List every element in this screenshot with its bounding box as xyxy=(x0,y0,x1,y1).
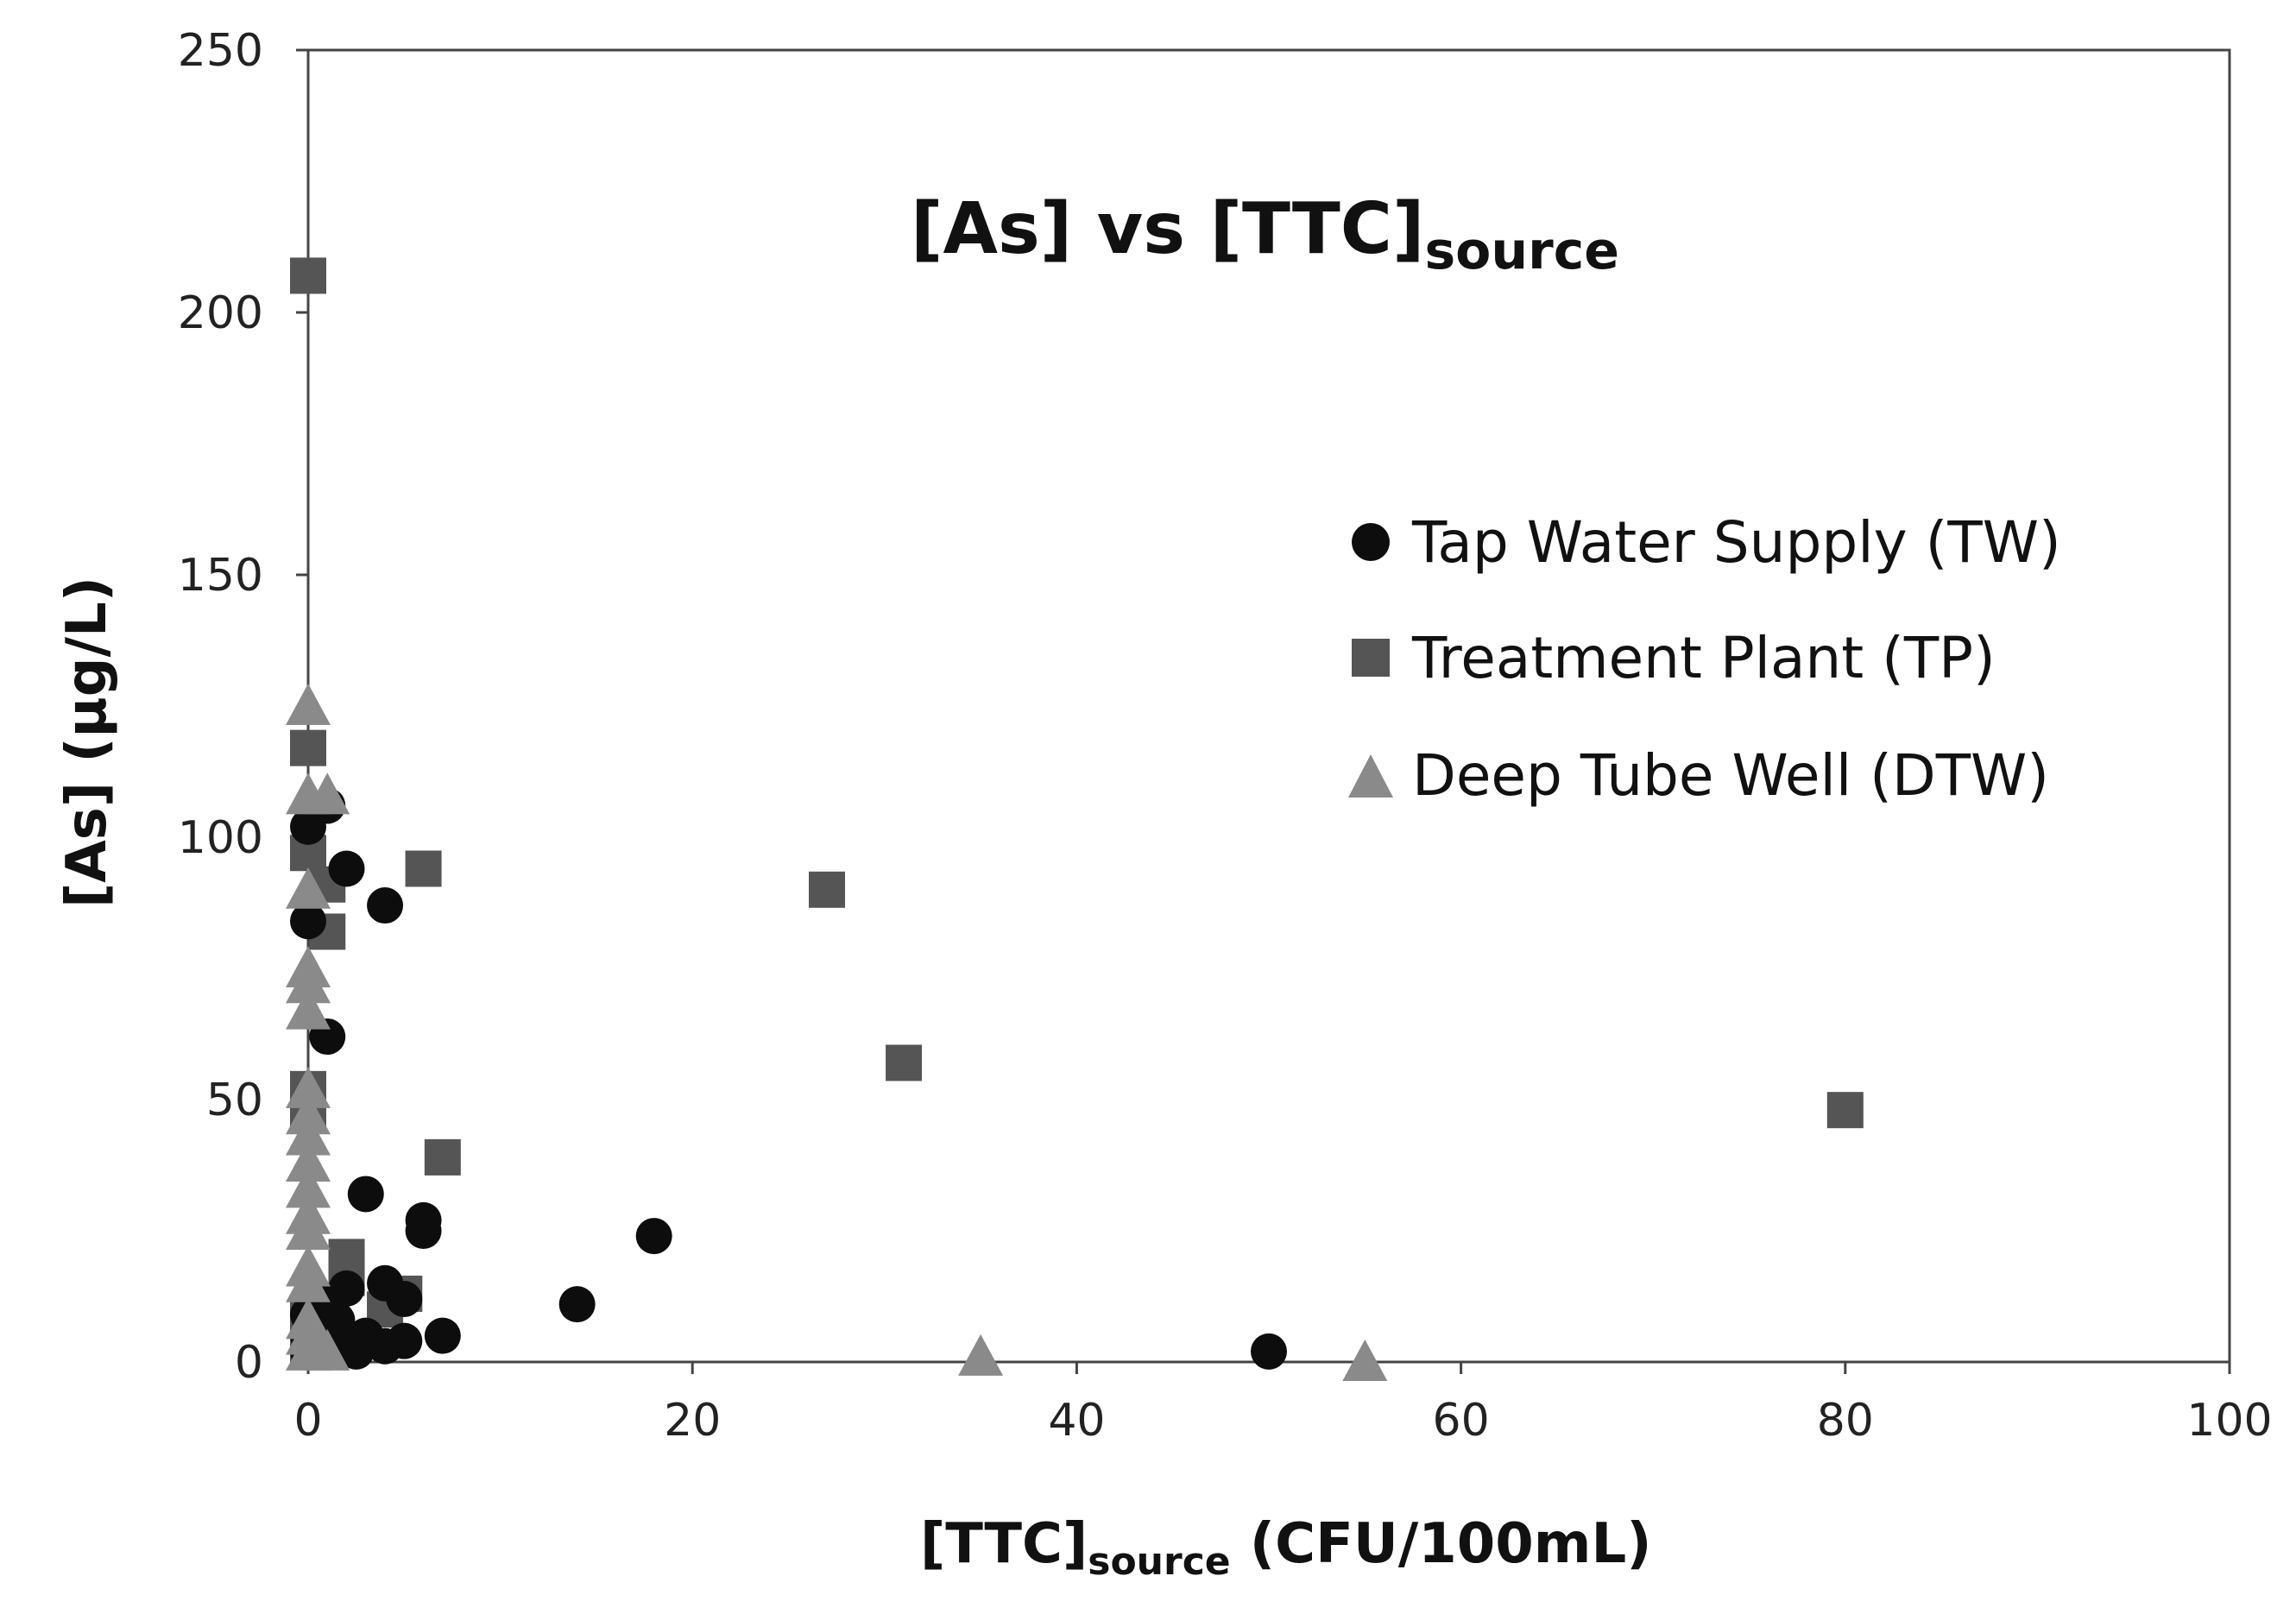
legend-item-dtw: Deep Tube Well (DTW) xyxy=(1348,742,2049,809)
data-point-tp xyxy=(405,850,442,887)
data-point-tp xyxy=(1826,1092,1864,1129)
data-point-dtw xyxy=(286,1113,331,1156)
data-point-tp xyxy=(290,257,326,294)
legend-label-tp: Treatment Plant (TP) xyxy=(1411,625,1996,691)
data-point-tw xyxy=(424,1317,461,1354)
data-point-dtw xyxy=(286,867,331,909)
data-point-tw xyxy=(386,1281,423,1318)
y-tick-label: 0 xyxy=(235,1337,263,1389)
data-point-tw xyxy=(367,887,404,924)
legend-square-marker xyxy=(1352,639,1390,677)
y-tick-label: 150 xyxy=(178,550,263,602)
data-point-dtw xyxy=(286,1066,331,1108)
data-point-tp xyxy=(886,1044,923,1081)
data-point-tw xyxy=(386,1322,423,1359)
x-tick-label: 80 xyxy=(1817,1395,1874,1447)
chart-title: [As] vs [TTC]source xyxy=(911,188,1619,281)
y-axis-title: [As] (µg/L) xyxy=(55,577,119,908)
legend-label-tw: Tap Water Supply (TW) xyxy=(1411,509,2061,576)
y-tick-label: 100 xyxy=(178,812,263,864)
data-point-dtw xyxy=(286,684,331,725)
y-tick-label: 50 xyxy=(206,1075,263,1126)
data-point-dtw xyxy=(958,1333,1004,1376)
legend-item-tp: Treatment Plant (TP) xyxy=(1352,625,1996,691)
data-point-dtw xyxy=(286,961,331,1004)
data-point-tw xyxy=(328,1270,365,1307)
data-point-tw xyxy=(558,1286,596,1323)
x-tick-label: 20 xyxy=(664,1395,721,1447)
data-points xyxy=(286,257,1864,1381)
data-point-tp xyxy=(809,871,846,908)
data-point-dtw xyxy=(286,1093,331,1135)
data-point-tw xyxy=(1251,1333,1287,1370)
legend-circle-marker xyxy=(1352,523,1390,561)
data-point-dtw xyxy=(305,772,350,815)
legend-label-dtw: Deep Tube Well (DTW) xyxy=(1412,742,2049,809)
data-point-dtw xyxy=(286,1139,331,1182)
data-point-tw xyxy=(290,903,326,940)
x-tick-label: 40 xyxy=(1048,1395,1105,1447)
y-tick-label: 250 xyxy=(178,25,263,77)
data-point-tp xyxy=(424,1138,461,1176)
data-point-dtw xyxy=(286,1208,331,1250)
data-point-tp xyxy=(290,729,326,766)
legend-item-tw: Tap Water Supply (TW) xyxy=(1352,509,2061,576)
data-point-tw xyxy=(635,1218,672,1255)
legend: Tap Water Supply (TW) Treatment Plant (T… xyxy=(1348,509,2061,809)
x-tick-label: 0 xyxy=(293,1395,322,1447)
x-tick-label: 100 xyxy=(2186,1395,2272,1447)
data-point-dtw xyxy=(286,1166,331,1208)
y-tick-label: 200 xyxy=(178,287,263,339)
x-tick-label: 60 xyxy=(1433,1395,1490,1447)
data-point-dtw xyxy=(286,1260,331,1302)
tick-labels: 0 20 40 60 80 100 0 50 100 150 200 250 xyxy=(178,25,2273,1447)
data-point-dtw xyxy=(1342,1340,1388,1381)
data-point-tw xyxy=(347,1176,384,1213)
data-point-dtw xyxy=(305,1328,350,1371)
data-point-dtw xyxy=(286,987,331,1030)
x-axis-title: [TTC]source (CFU/100mL) xyxy=(920,1512,1652,1584)
data-point-tw xyxy=(405,1213,442,1249)
legend-triangle-marker xyxy=(1348,754,1393,798)
data-point-tw xyxy=(328,850,365,887)
